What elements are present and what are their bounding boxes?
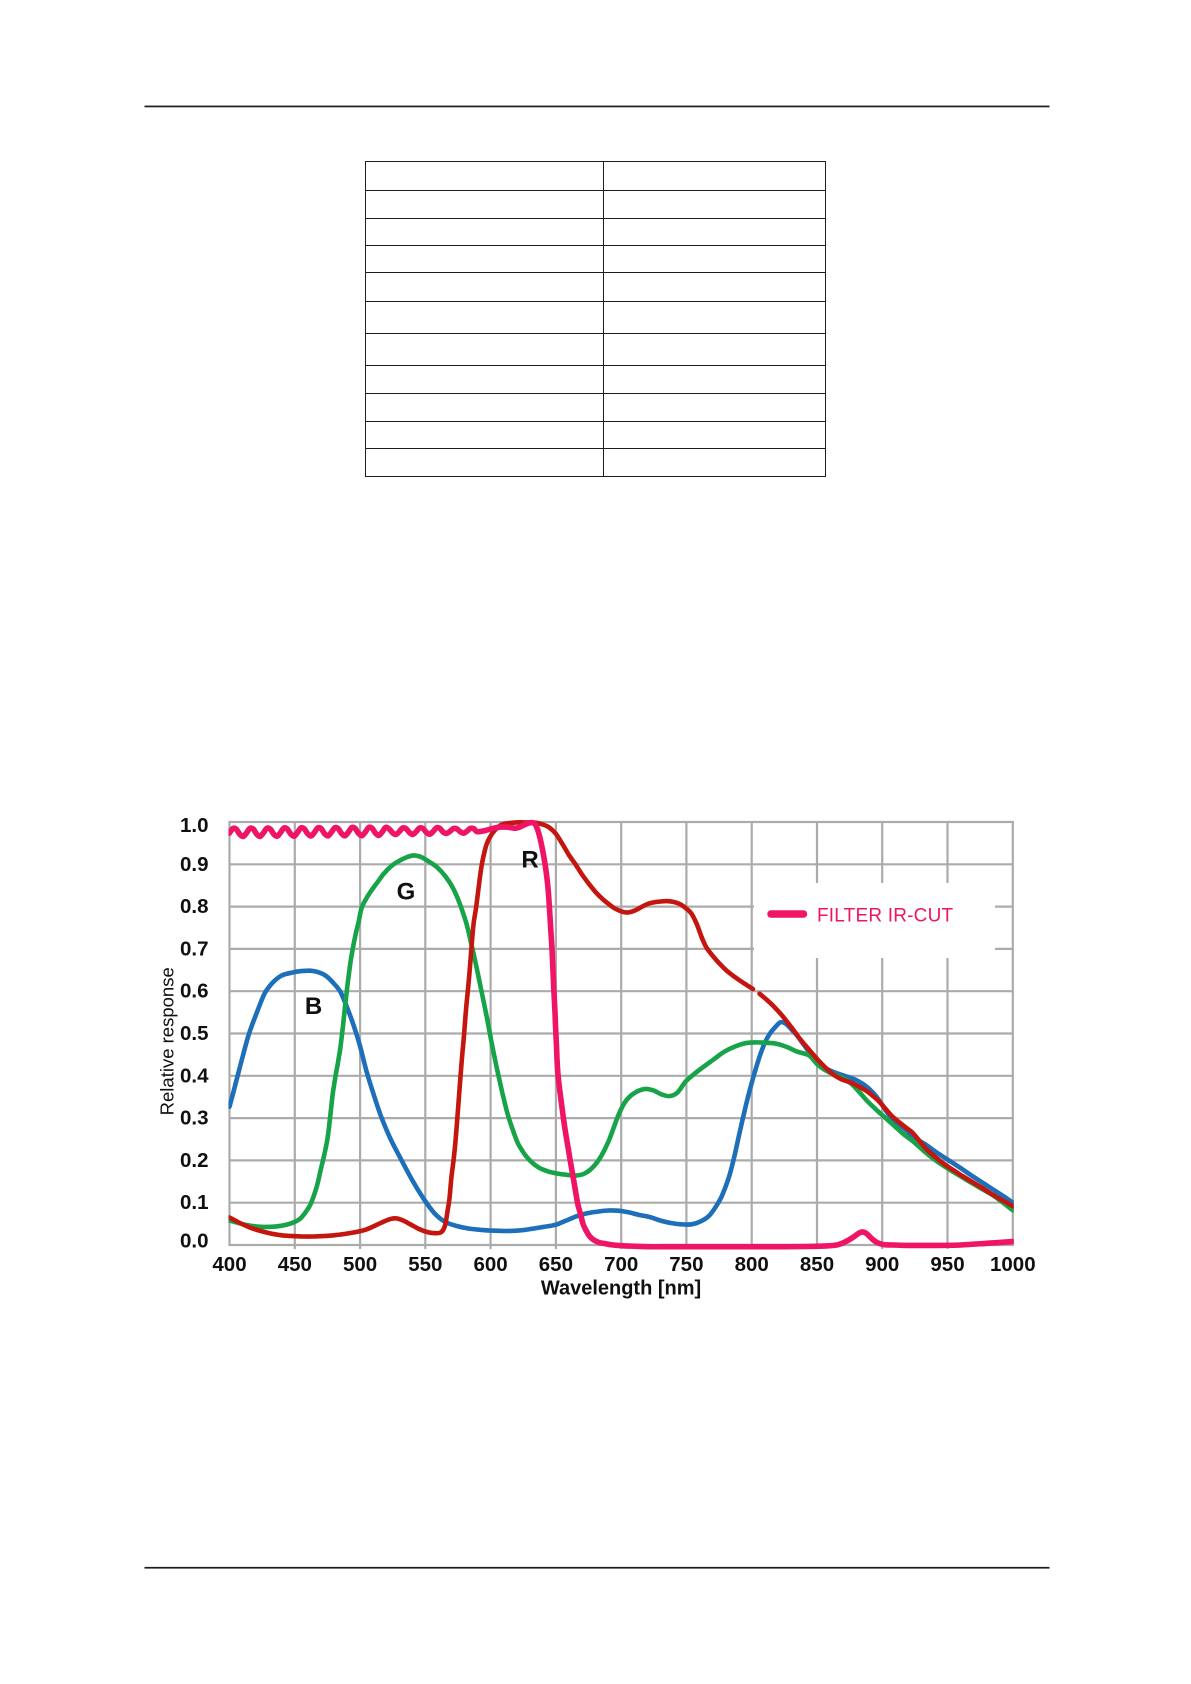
svg-text:0.6: 0.6 xyxy=(180,980,209,1003)
svg-text:FILTER IR-CUT: FILTER IR-CUT xyxy=(817,906,953,927)
svg-text:G: G xyxy=(397,879,416,906)
svg-text:0.2: 0.2 xyxy=(180,1149,209,1172)
svg-text:500: 500 xyxy=(343,1253,377,1276)
svg-text:0.3: 0.3 xyxy=(180,1107,209,1130)
svg-text:0.0: 0.0 xyxy=(180,1230,209,1253)
svg-text:0.5: 0.5 xyxy=(180,1022,209,1045)
svg-text:1.0: 1.0 xyxy=(180,814,209,837)
svg-text:450: 450 xyxy=(278,1253,312,1276)
svg-text:0.7: 0.7 xyxy=(180,937,209,960)
svg-text:Wavelength [nm]: Wavelength [nm] xyxy=(541,1278,701,1300)
svg-text:750: 750 xyxy=(669,1253,703,1276)
svg-text:800: 800 xyxy=(735,1253,769,1276)
svg-text:600: 600 xyxy=(473,1253,507,1276)
svg-text:0.8: 0.8 xyxy=(180,895,209,918)
svg-text:900: 900 xyxy=(865,1253,899,1276)
svg-text:0.1: 0.1 xyxy=(180,1191,209,1214)
svg-text:700: 700 xyxy=(604,1253,638,1276)
svg-text:950: 950 xyxy=(930,1253,964,1276)
svg-text:400: 400 xyxy=(212,1253,246,1276)
svg-text:B: B xyxy=(305,993,322,1020)
svg-text:0.4: 0.4 xyxy=(180,1064,209,1087)
svg-text:0.9: 0.9 xyxy=(180,853,209,876)
svg-text:Relative response: Relative response xyxy=(156,967,177,1115)
svg-text:650: 650 xyxy=(539,1253,573,1276)
svg-text:850: 850 xyxy=(800,1253,834,1276)
svg-text:1000: 1000 xyxy=(990,1253,1036,1276)
svg-text:550: 550 xyxy=(408,1253,442,1276)
svg-text:R: R xyxy=(521,847,538,874)
